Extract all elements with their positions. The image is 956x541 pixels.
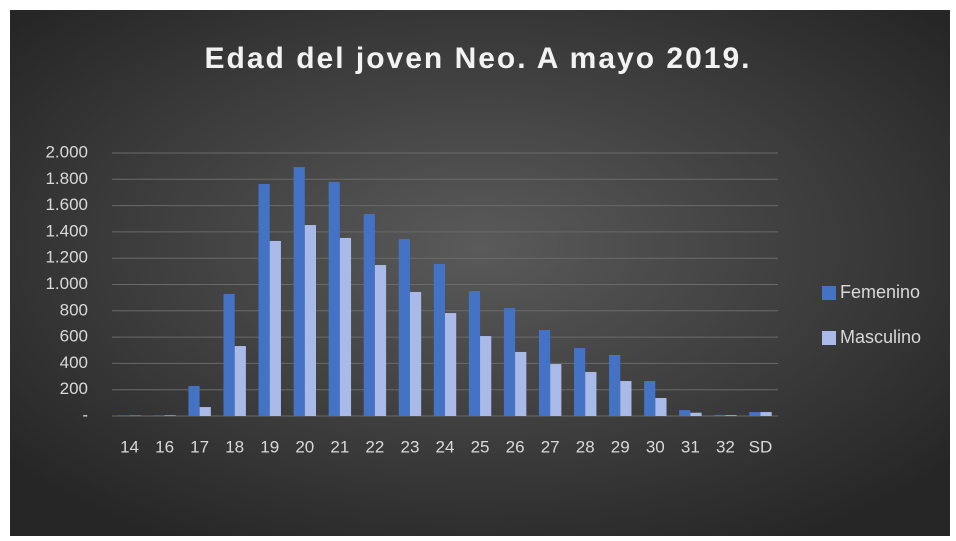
bar xyxy=(620,381,632,416)
bar xyxy=(363,214,375,416)
bar xyxy=(234,346,246,416)
x-tick-label: 16 xyxy=(155,437,174,456)
x-tick-label: 32 xyxy=(716,437,735,456)
y-tick-label: 2.000 xyxy=(45,142,88,161)
legend-label: Femenino xyxy=(840,282,920,302)
chart-background xyxy=(10,10,950,536)
bar xyxy=(398,239,410,416)
legend-swatch xyxy=(822,331,836,345)
bar xyxy=(515,351,527,416)
y-tick-label: 600 xyxy=(60,327,88,346)
bar xyxy=(433,263,445,416)
bar xyxy=(153,415,165,416)
x-tick-label: 22 xyxy=(365,437,384,456)
bar xyxy=(199,407,211,416)
bar xyxy=(760,412,772,416)
legend-label: Masculino xyxy=(840,327,921,347)
y-tick-label: 400 xyxy=(60,353,88,372)
y-tick-label: 1.200 xyxy=(45,248,88,267)
bar xyxy=(223,293,235,416)
x-tick-label: 27 xyxy=(541,437,560,456)
x-tick-label: 17 xyxy=(190,437,209,456)
bar xyxy=(503,308,516,416)
x-tick-label: 18 xyxy=(225,437,244,456)
x-tick-label: 20 xyxy=(295,437,314,456)
x-tick-label: 25 xyxy=(471,437,490,456)
y-tick-label: 1.400 xyxy=(45,221,88,240)
x-tick-label: 24 xyxy=(436,437,455,456)
bar xyxy=(480,336,492,416)
x-tick-label: SD xyxy=(749,437,773,456)
x-tick-label: 31 xyxy=(681,437,700,456)
y-tick-label: 800 xyxy=(60,300,88,319)
legend-swatch xyxy=(822,286,836,300)
bar xyxy=(164,415,176,416)
x-tick-label: 28 xyxy=(576,437,595,456)
bar xyxy=(679,410,691,416)
x-tick-label: 26 xyxy=(506,437,525,456)
bar xyxy=(714,414,726,416)
y-tick-label: 200 xyxy=(60,379,88,398)
bar xyxy=(690,412,702,416)
bar xyxy=(573,348,586,416)
x-tick-label: 14 xyxy=(120,437,139,456)
bar xyxy=(445,313,457,416)
bar xyxy=(409,291,422,416)
chart-title: Edad del joven Neo. A mayo 2019. xyxy=(205,42,752,75)
bar xyxy=(188,386,200,416)
bar xyxy=(118,415,130,416)
bar xyxy=(725,415,737,416)
bar xyxy=(550,364,562,416)
bar xyxy=(644,381,656,416)
x-tick-label: 30 xyxy=(646,437,665,456)
bar xyxy=(655,397,667,416)
bar xyxy=(269,240,281,416)
bar xyxy=(609,354,621,416)
x-tick-label: 23 xyxy=(400,437,419,456)
bar xyxy=(749,412,761,416)
bar xyxy=(468,291,481,416)
bar xyxy=(585,371,597,416)
y-tick-label: 1.600 xyxy=(45,195,88,214)
bar xyxy=(328,181,340,416)
bar xyxy=(374,265,387,416)
y-tick-label: - xyxy=(82,405,88,424)
x-tick-label: 19 xyxy=(260,437,279,456)
bar xyxy=(293,167,305,416)
bar xyxy=(258,184,270,416)
y-tick-label: 1.800 xyxy=(45,169,88,188)
bar xyxy=(304,225,317,416)
x-tick-label: 29 xyxy=(611,437,630,456)
x-tick-label: 21 xyxy=(330,437,349,456)
bar xyxy=(538,329,551,416)
y-tick-label: 1.000 xyxy=(45,274,88,293)
bar xyxy=(339,237,352,416)
